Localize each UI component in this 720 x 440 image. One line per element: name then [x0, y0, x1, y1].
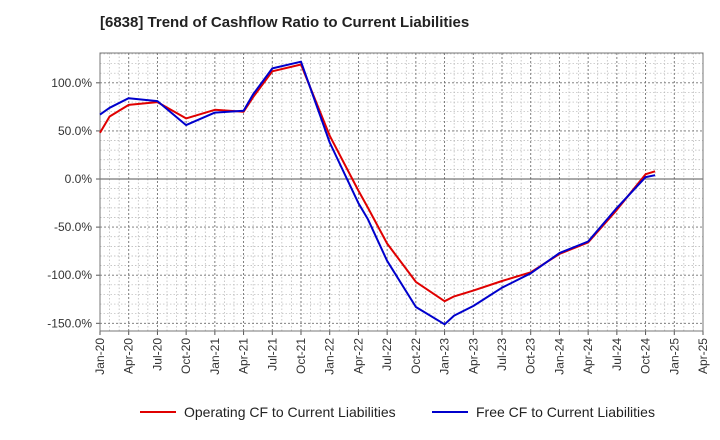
legend-label-operating-cf: Operating CF to Current Liabilities: [184, 404, 396, 420]
x-tick-label: Apr-24: [581, 338, 595, 374]
y-tick-label: -50.0%: [54, 220, 92, 234]
x-tick-label: Jan-24: [552, 338, 566, 375]
y-tick-label: 100.0%: [51, 76, 92, 90]
x-tick-label: Jul-21: [265, 338, 279, 371]
x-tick-label: Jan-23: [438, 338, 452, 375]
y-tick-label: 0.0%: [65, 172, 93, 186]
legend-item-operating-cf: Operating CF to Current Liabilities: [140, 404, 396, 420]
plot-area: [100, 53, 703, 331]
x-tick-label: Apr-23: [466, 338, 480, 374]
x-tick-label: Oct-21: [294, 338, 308, 374]
x-tick-label: Oct-23: [524, 338, 538, 374]
x-tick-label: Jul-24: [610, 338, 624, 371]
x-tick-label: Apr-21: [237, 338, 251, 374]
x-tick-label: Jan-25: [667, 338, 681, 375]
legend-label-free-cf: Free CF to Current Liabilities: [476, 404, 655, 420]
x-tick-label: Apr-20: [122, 338, 136, 374]
x-tick-label: Jan-22: [323, 338, 337, 375]
series-line-free-cf: [99, 60, 656, 326]
legend-swatch-operating-cf: [140, 411, 176, 413]
chart-title: [6838] Trend of Cashflow Ratio to Curren…: [100, 14, 470, 31]
y-tick-label: -100.0%: [47, 268, 92, 282]
x-tick-label: Jul-23: [495, 338, 509, 371]
x-tick-label: Oct-24: [639, 338, 653, 374]
x-tick-label: Jan-20: [93, 338, 107, 375]
legend-item-free-cf: Free CF to Current Liabilities: [432, 404, 655, 420]
y-tick-label: -150.0%: [47, 316, 92, 330]
plot-frame: [99, 52, 704, 332]
x-tick-label: Oct-22: [409, 338, 423, 374]
legend-swatch-free-cf: [432, 411, 468, 413]
x-tick-label: Apr-25: [696, 338, 710, 374]
x-tick-label: Jan-21: [208, 338, 222, 375]
x-tick-label: Jul-20: [150, 338, 164, 371]
y-tick-label: 50.0%: [58, 124, 92, 138]
x-tick-label: Oct-20: [179, 338, 193, 374]
x-tick-label: Jul-22: [380, 338, 394, 371]
x-tick-label: Apr-22: [351, 338, 365, 374]
